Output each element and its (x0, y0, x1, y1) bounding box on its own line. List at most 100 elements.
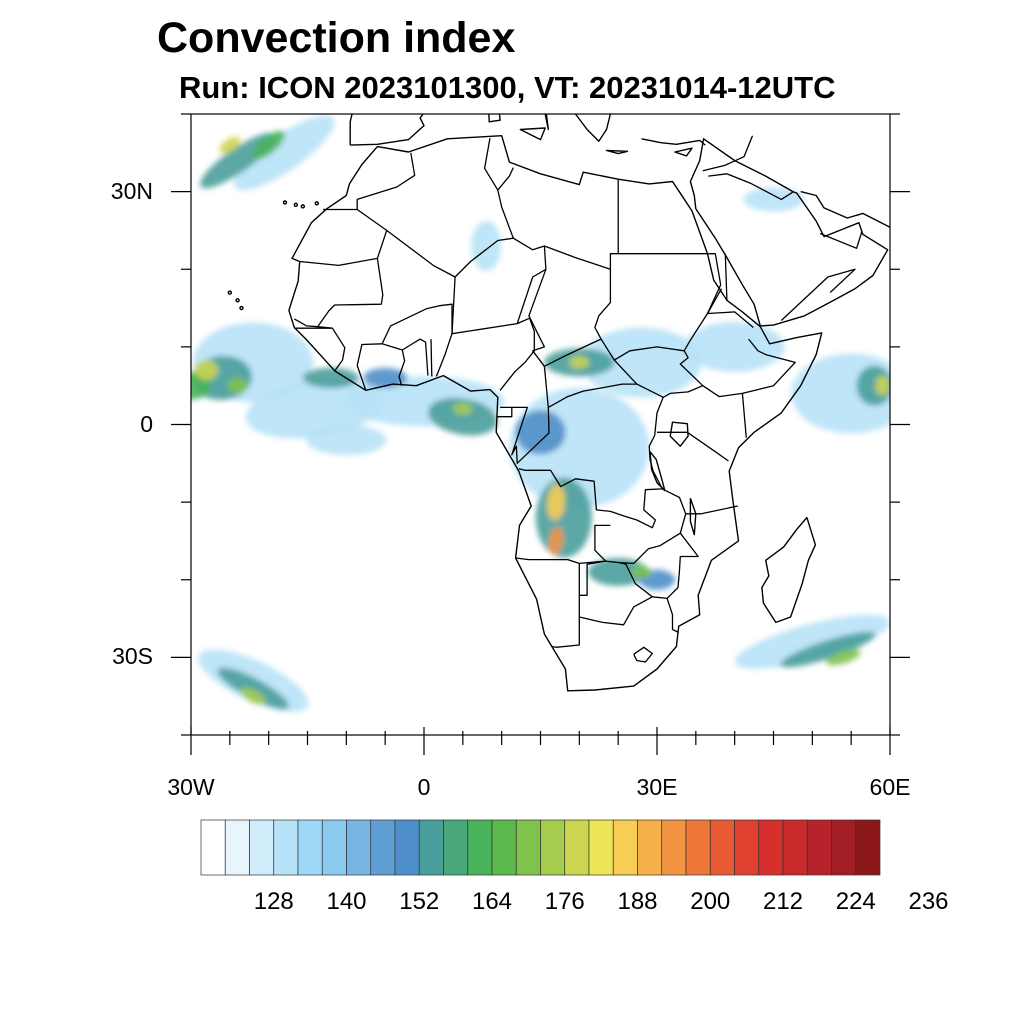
island (235, 298, 240, 303)
convection-patch (684, 321, 785, 372)
colorbar-swatch (831, 819, 857, 876)
country-border (552, 563, 580, 648)
colorbar-swatch (467, 819, 493, 876)
country-border (518, 397, 664, 529)
coastline (488, 114, 501, 123)
colorbar-swatch (491, 819, 517, 876)
convection-patch (546, 484, 566, 521)
country-border (499, 317, 535, 391)
colorbar-label: 188 (617, 888, 658, 915)
colorbar-swatch (758, 819, 784, 876)
coastline (605, 149, 629, 155)
coastline (674, 147, 693, 157)
convection-patch (743, 187, 804, 212)
colorbar-label: 200 (690, 888, 731, 915)
colorbar-swatch (394, 819, 420, 876)
country-border (666, 598, 679, 634)
country-border (594, 269, 612, 340)
coastline (669, 421, 689, 447)
coastline (800, 190, 890, 228)
map-panel (171, 113, 910, 755)
island (282, 200, 288, 205)
country-border (356, 152, 416, 210)
colorbar-swatch (273, 819, 299, 876)
country-border (401, 338, 429, 376)
island (314, 201, 320, 206)
convection-patch (569, 356, 590, 369)
coastline (288, 135, 823, 692)
colorbar-swatch (637, 819, 663, 876)
convection-patch (302, 367, 359, 388)
colorbar-label: 236 (908, 888, 949, 915)
country-border (636, 383, 747, 438)
colorbar-label: 224 (835, 888, 876, 915)
colorbar-swatch (564, 819, 590, 876)
colorbar-swatch (370, 819, 396, 876)
country-border (702, 135, 754, 172)
convection-patch (548, 527, 564, 555)
colorbar-label: 212 (762, 888, 804, 915)
country-border (613, 253, 722, 361)
colorbar-swatch (709, 819, 735, 876)
colorbar-label: 176 (544, 888, 585, 915)
lon-label: 30E (636, 774, 678, 800)
country-border (515, 557, 606, 565)
lon-label: 60E (869, 774, 911, 800)
country-border (512, 179, 619, 270)
convection-patch (826, 649, 861, 666)
country-border (819, 231, 863, 249)
country-border (356, 365, 367, 391)
coastlines-and-borders (227, 114, 890, 692)
colorbar-swatch (297, 819, 323, 876)
lon-label: 30W (167, 774, 215, 800)
coastline (350, 114, 425, 146)
country-border (742, 338, 796, 395)
country-border (708, 173, 795, 201)
colorbar-swatch (661, 819, 687, 876)
coastline (761, 516, 817, 624)
country-border (543, 338, 638, 409)
convection-patch (734, 614, 890, 669)
country-border (381, 303, 453, 377)
country-border (724, 253, 728, 301)
colorbar-swatch (418, 819, 444, 876)
country-border (706, 288, 723, 314)
chart-subtitle: Run: ICON 2023101300, VT: 20231014-12UTC (179, 70, 836, 105)
country-border (317, 258, 384, 328)
chart-title: Convection index (157, 14, 516, 62)
country-border (579, 560, 606, 596)
colorbar-swatch (249, 819, 275, 876)
convection-patch (306, 425, 387, 456)
colorbar-label: 152 (399, 888, 440, 915)
lat-label: 30S (112, 643, 153, 670)
lon-label: 0 (417, 774, 431, 800)
country-border (619, 532, 699, 600)
colorbar-swatch (685, 819, 711, 876)
convection-patch (471, 220, 502, 271)
country-border (594, 488, 687, 565)
axis-ticks (171, 113, 910, 755)
colorbar-swatch (734, 819, 760, 876)
country-border (707, 311, 754, 328)
island (293, 202, 299, 208)
convection-patch (428, 397, 498, 436)
country-border (657, 431, 729, 462)
convection-patch (227, 377, 248, 394)
convection-patch (252, 130, 285, 160)
country-border (679, 350, 704, 387)
coastline (641, 138, 706, 146)
colorbar-swatch (806, 819, 832, 876)
country-border (430, 339, 433, 377)
convection-patch (194, 360, 219, 381)
colorbar-swatch (224, 819, 250, 876)
convection-patch (219, 136, 241, 154)
island (239, 305, 244, 311)
colorbar-swatch (443, 819, 469, 876)
convection-patch (631, 565, 652, 578)
colorbar-label: 128 (253, 888, 294, 915)
country-border (685, 505, 738, 515)
convection-patch (233, 115, 335, 191)
convection-patch (856, 365, 890, 406)
island (227, 290, 233, 295)
